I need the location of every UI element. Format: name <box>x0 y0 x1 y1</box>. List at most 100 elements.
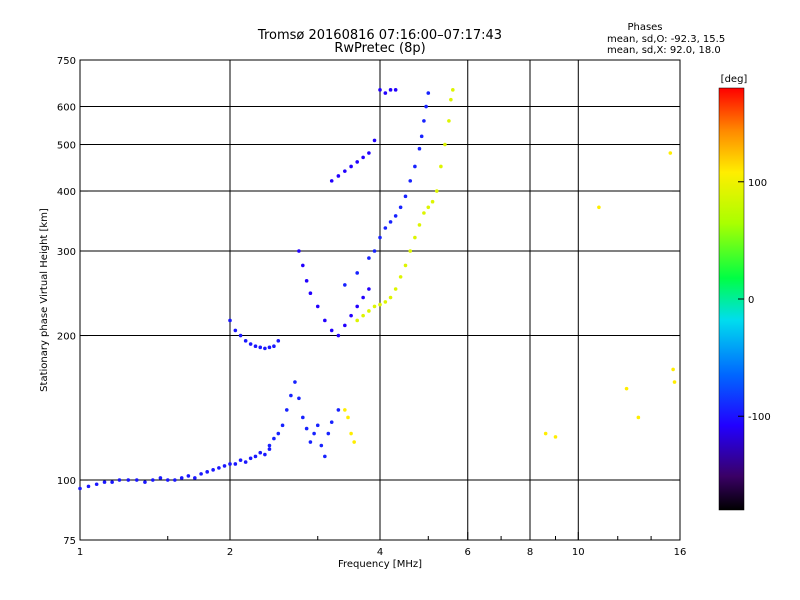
chart-title: Tromsø 20160816 07:16:00–07:17:43 <box>257 28 502 43</box>
colorbar-tick-label: 0 <box>748 295 754 306</box>
data-point <box>329 179 334 183</box>
data-point <box>205 470 209 474</box>
x-tick-label: 16 <box>674 547 687 558</box>
colorbar-tick-label: -100 <box>748 412 771 423</box>
data-point <box>413 164 417 169</box>
phases-line-o: mean, sd,O: -92.3, 15.5 <box>607 34 725 45</box>
data-point <box>276 339 281 343</box>
data-point <box>304 426 309 431</box>
data-point <box>272 436 276 441</box>
data-point <box>355 318 359 323</box>
data-point <box>597 205 601 210</box>
data-point <box>378 235 382 240</box>
data-point <box>439 164 443 169</box>
data-point <box>323 454 327 459</box>
data-point <box>346 415 350 420</box>
data-point <box>217 466 221 470</box>
data-point <box>102 480 107 484</box>
x-tick-label: 4 <box>377 547 383 558</box>
data-point <box>343 283 347 287</box>
data-point <box>308 440 313 444</box>
data-point <box>367 309 371 313</box>
data-point <box>383 300 388 304</box>
data-point <box>179 476 184 480</box>
y-tick-label: 600 <box>57 103 76 114</box>
data-point <box>312 431 316 436</box>
data-point <box>430 199 435 204</box>
data-point <box>443 142 447 147</box>
data-point <box>361 295 365 300</box>
x-tick-label: 1 <box>77 547 83 558</box>
data-point <box>78 486 82 491</box>
data-point <box>355 271 359 275</box>
grid-lines <box>80 60 680 540</box>
data-points <box>78 88 677 491</box>
data-point <box>388 88 393 92</box>
data-point <box>301 415 305 420</box>
x-tick-label: 8 <box>527 547 533 558</box>
data-point <box>668 151 673 155</box>
data-point <box>352 440 356 444</box>
data-point <box>329 328 334 333</box>
data-point <box>165 478 170 482</box>
data-point <box>355 160 359 164</box>
data-point <box>349 431 353 436</box>
data-point <box>398 275 403 279</box>
data-point <box>253 344 258 349</box>
data-point <box>263 452 267 457</box>
data-point <box>238 333 243 338</box>
data-point <box>193 476 197 480</box>
data-point <box>367 151 371 155</box>
x-tick-label: 6 <box>465 547 471 558</box>
data-point <box>336 333 341 338</box>
data-point <box>672 380 677 384</box>
data-point <box>267 447 272 451</box>
data-point <box>408 249 413 253</box>
data-point <box>422 119 426 123</box>
data-point <box>426 205 431 210</box>
data-point <box>272 344 276 349</box>
x-axis-label: Frequency [MHz] <box>338 559 422 570</box>
data-point <box>297 249 301 253</box>
data-point <box>280 423 285 428</box>
data-point <box>151 478 155 482</box>
data-point <box>319 443 324 448</box>
data-point <box>336 174 341 178</box>
data-point <box>326 431 331 436</box>
x-axis-ticks: 1 2 4 6 8 10 16 <box>77 532 687 558</box>
data-point <box>258 450 263 455</box>
data-point <box>243 460 248 464</box>
data-point <box>134 478 139 482</box>
data-point <box>372 304 377 309</box>
data-point <box>367 287 371 291</box>
y-tick-label: 750 <box>57 56 76 67</box>
data-point <box>143 480 147 484</box>
data-point <box>267 345 272 350</box>
data-point <box>449 97 453 102</box>
data-point <box>388 295 393 300</box>
data-point <box>419 134 424 139</box>
data-point <box>301 263 305 268</box>
data-point <box>372 249 377 253</box>
data-point <box>367 256 371 260</box>
data-point <box>258 345 263 350</box>
data-point <box>248 456 253 461</box>
data-point <box>451 88 455 92</box>
data-point <box>383 226 388 230</box>
x-tick-label: 10 <box>572 547 585 558</box>
data-point <box>361 313 365 318</box>
y-axis-label: Stationary phase Virtual Height [km] <box>39 208 50 392</box>
data-point <box>243 339 248 343</box>
data-point <box>289 393 293 398</box>
data-point <box>222 464 227 468</box>
data-point <box>393 88 398 92</box>
data-point <box>173 478 177 482</box>
data-point <box>422 211 426 215</box>
data-point <box>86 484 91 489</box>
data-point <box>228 318 232 323</box>
data-point <box>343 408 347 412</box>
data-point <box>361 155 365 160</box>
data-point <box>284 408 289 412</box>
data-point <box>158 476 163 480</box>
